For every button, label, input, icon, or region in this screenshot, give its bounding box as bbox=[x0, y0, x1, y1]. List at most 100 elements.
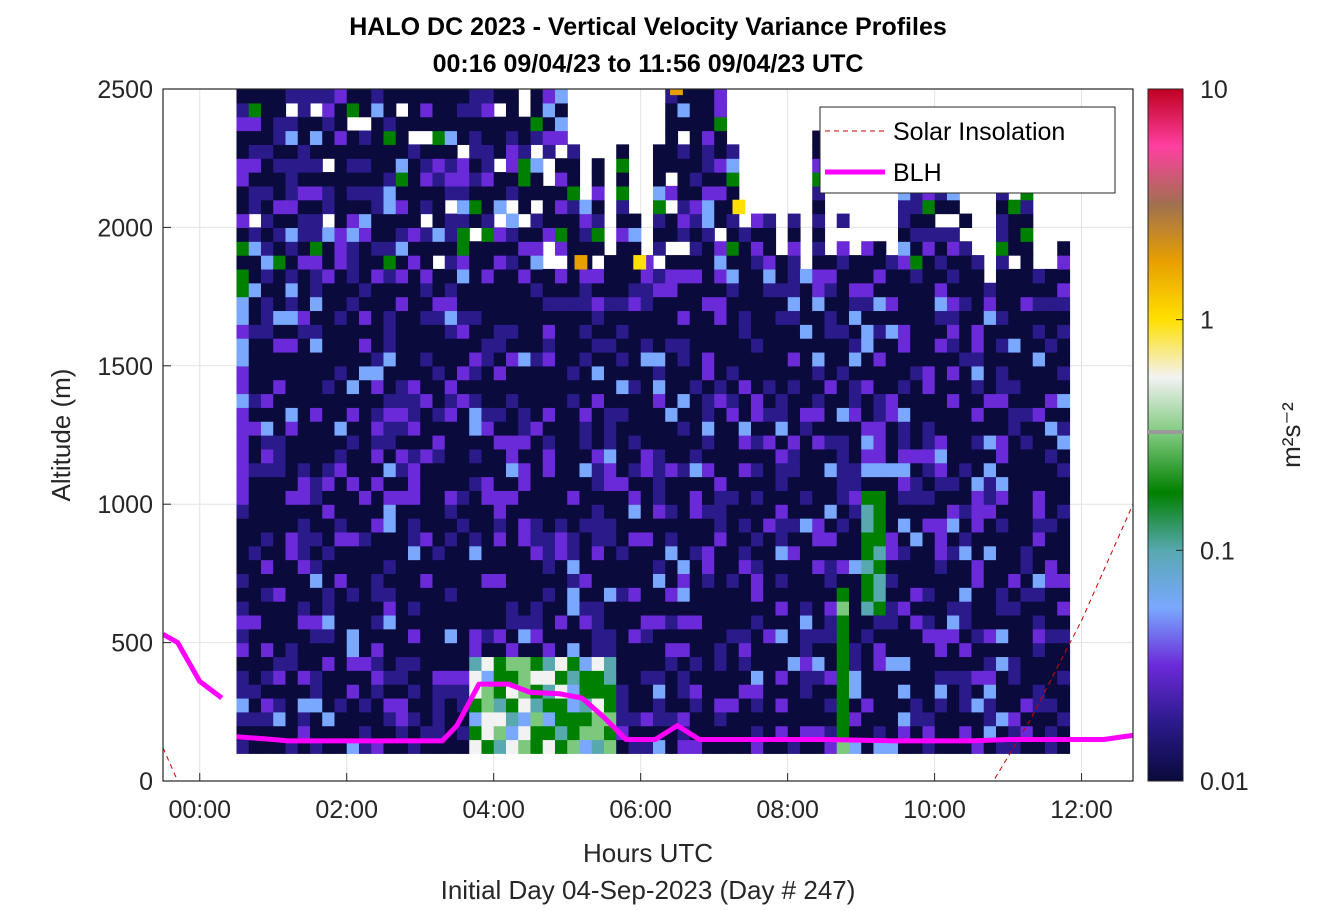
heatmap-cell bbox=[1057, 241, 1071, 256]
heatmap-cell bbox=[334, 656, 348, 671]
heatmap-cell bbox=[432, 324, 446, 339]
heatmap-cell bbox=[983, 351, 997, 367]
heatmap-cell bbox=[273, 282, 287, 298]
heatmap-cell bbox=[934, 573, 948, 588]
heatmap-cell bbox=[714, 573, 728, 588]
heatmap-cell bbox=[640, 407, 654, 422]
heatmap-cell bbox=[248, 102, 262, 118]
heatmap-cell bbox=[456, 587, 470, 602]
heatmap-cell bbox=[1008, 670, 1022, 685]
heatmap-cell bbox=[689, 656, 703, 671]
heatmap-cell bbox=[567, 725, 581, 741]
heatmap-cell bbox=[371, 213, 385, 228]
heatmap-cell bbox=[750, 587, 764, 602]
heatmap-cell bbox=[322, 504, 336, 519]
heatmap-cell bbox=[959, 310, 973, 325]
heatmap-cell bbox=[775, 670, 789, 685]
heatmap-cell bbox=[236, 697, 250, 713]
heatmap-cell bbox=[273, 241, 287, 256]
heatmap-cell bbox=[260, 504, 274, 519]
heatmap-cell bbox=[922, 684, 936, 699]
heatmap-cell bbox=[775, 421, 789, 436]
heatmap-cell bbox=[922, 268, 936, 284]
heatmap-cell bbox=[603, 531, 617, 547]
heatmap-cell bbox=[518, 739, 532, 754]
heatmap-cell bbox=[273, 379, 287, 395]
heatmap-cell bbox=[1032, 379, 1046, 395]
heatmap-cell bbox=[493, 185, 507, 201]
heatmap-cell bbox=[383, 462, 397, 478]
heatmap-cell bbox=[959, 351, 973, 367]
heatmap-cell bbox=[946, 545, 960, 561]
heatmap-cell bbox=[530, 255, 544, 270]
heatmap-cell bbox=[481, 227, 495, 242]
heatmap-cell bbox=[628, 573, 642, 588]
heatmap-cell bbox=[346, 504, 360, 519]
heatmap-cell bbox=[395, 656, 409, 671]
heatmap-cell bbox=[273, 338, 287, 353]
heatmap-cell bbox=[358, 296, 372, 312]
heatmap-cell bbox=[554, 393, 568, 408]
heatmap-cell bbox=[714, 462, 728, 478]
heatmap-cell bbox=[383, 518, 397, 533]
heatmap-cell bbox=[346, 559, 360, 574]
heatmap-cell bbox=[1032, 435, 1046, 450]
heatmap-cell bbox=[273, 462, 287, 478]
heatmap-cell bbox=[371, 614, 385, 630]
heatmap-cell bbox=[248, 227, 262, 242]
heatmap-cell bbox=[260, 89, 274, 104]
heatmap-cell bbox=[505, 227, 519, 242]
heatmap-cell bbox=[456, 351, 470, 367]
heatmap-cell bbox=[285, 725, 299, 741]
heatmap-cell bbox=[591, 241, 605, 256]
heatmap-cell bbox=[542, 379, 556, 395]
heatmap-cell bbox=[1020, 518, 1034, 533]
heatmap-cell bbox=[383, 310, 397, 325]
heatmap-cell bbox=[456, 670, 470, 685]
heatmap-cell bbox=[260, 116, 274, 132]
heatmap-cell bbox=[763, 614, 777, 630]
heatmap-cell bbox=[861, 601, 875, 616]
heatmap-cell bbox=[873, 379, 887, 395]
heatmap-cell bbox=[371, 365, 385, 381]
heatmap-cell bbox=[322, 89, 336, 104]
heatmap-cell bbox=[505, 545, 519, 561]
heatmap-cell bbox=[799, 476, 813, 491]
heatmap-cell bbox=[824, 462, 838, 478]
heatmap-cell bbox=[750, 711, 764, 727]
heatmap-cell bbox=[640, 587, 654, 602]
heatmap-cell bbox=[395, 601, 409, 616]
heatmap-cell bbox=[873, 504, 887, 519]
heatmap-cell bbox=[309, 268, 323, 284]
heatmap-cell bbox=[493, 711, 507, 727]
heatmap-cell bbox=[395, 614, 409, 630]
heatmap-cell bbox=[567, 670, 581, 685]
heatmap-cell bbox=[946, 241, 960, 256]
heatmap-cell bbox=[812, 684, 826, 699]
heatmap-cell bbox=[493, 351, 507, 367]
heatmap-cell bbox=[714, 351, 728, 367]
heatmap-cell bbox=[334, 172, 348, 187]
heatmap-cell bbox=[371, 116, 385, 132]
heatmap-cell bbox=[309, 725, 323, 741]
heatmap-cell bbox=[922, 476, 936, 491]
heatmap-cell bbox=[236, 185, 250, 201]
heatmap-cell bbox=[812, 338, 826, 353]
heatmap-cell bbox=[763, 697, 777, 713]
heatmap-cell bbox=[542, 324, 556, 339]
legend-solar-label: Solar Insolation bbox=[893, 118, 1065, 146]
heatmap-cell bbox=[861, 435, 875, 450]
heatmap-cell bbox=[701, 725, 715, 741]
heatmap-cell bbox=[628, 656, 642, 671]
heatmap-cell bbox=[456, 545, 470, 561]
heatmap-cell bbox=[444, 144, 458, 159]
heatmap-cell bbox=[922, 448, 936, 464]
heatmap-cell bbox=[554, 213, 568, 228]
heatmap-cell bbox=[456, 255, 470, 270]
heatmap-cell bbox=[309, 559, 323, 574]
heatmap-cell bbox=[432, 213, 446, 228]
heatmap-cell bbox=[383, 213, 397, 228]
heatmap-cell bbox=[579, 462, 593, 478]
heatmap-cell bbox=[407, 490, 421, 505]
heatmap-cell bbox=[787, 393, 801, 408]
